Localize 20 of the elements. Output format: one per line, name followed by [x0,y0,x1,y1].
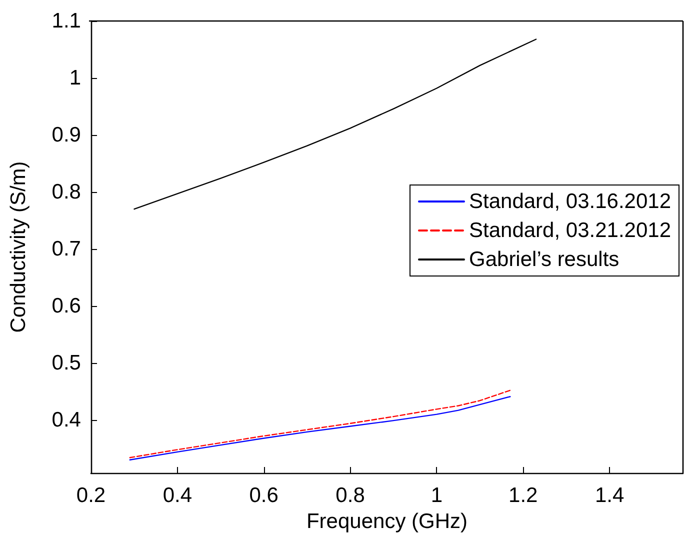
y-tick-label: 0.5 [52,351,81,374]
legend-label: Standard, 03.16.2012 [469,190,672,213]
x-tick-label: 1 [430,484,443,507]
x-tick-label: 0.6 [249,484,278,507]
legend-label: Gabriel’s results [469,248,620,271]
y-tick-label: 1 [69,66,81,90]
x-tick-label: 1.4 [594,484,624,507]
y-tick-label: 0.4 [52,408,82,432]
x-tick-label: 0.2 [76,484,106,507]
x-tick-label: 0.8 [336,484,365,507]
x-axis-title: Frequency (GHz) [306,510,468,533]
y-tick-label: 1.1 [52,10,81,32]
y-tick-label: 0.6 [52,294,81,318]
x-tick-label: 1.2 [508,484,538,507]
y-axis-title: Conductivity (S/m) [7,161,30,333]
x-tick-label: 0.4 [162,484,192,507]
legend-label: Standard, 03.21.2012 [469,219,672,242]
y-tick-label: 0.9 [52,123,81,146]
y-tick-label: 0.8 [52,180,81,204]
y-tick-label: 0.7 [52,237,81,260]
